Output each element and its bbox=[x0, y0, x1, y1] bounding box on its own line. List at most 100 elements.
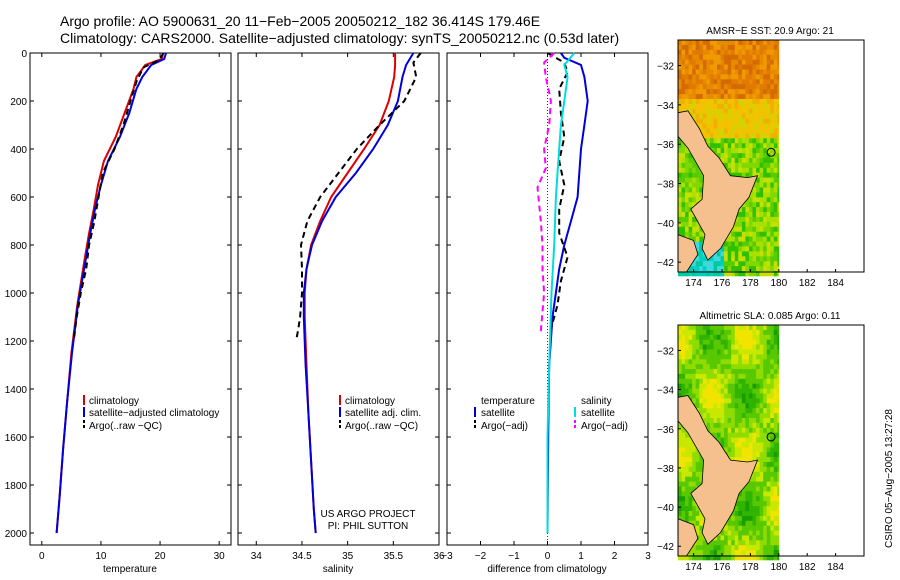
heatmap-cell bbox=[681, 457, 686, 463]
heatmap-cell bbox=[699, 413, 704, 419]
heatmap-cell bbox=[759, 40, 764, 46]
heatmap-cell bbox=[678, 378, 682, 385]
heatmap-cell bbox=[763, 128, 768, 134]
heatmap-cell bbox=[770, 501, 775, 507]
heatmap-cell bbox=[685, 491, 689, 497]
heatmap-cell bbox=[741, 506, 746, 512]
heatmap-cell bbox=[773, 251, 778, 257]
heatmap-cell bbox=[752, 349, 757, 355]
heatmap-cell bbox=[713, 329, 718, 336]
heatmap-cell bbox=[749, 422, 753, 429]
heatmap-cell bbox=[702, 545, 707, 551]
title-line-2: Climatology: CARS2000. Satellite−adjuste… bbox=[60, 30, 620, 46]
heatmap-cell bbox=[756, 49, 760, 56]
heatmap-cell bbox=[752, 427, 757, 434]
heatmap-cell bbox=[741, 413, 746, 419]
sst-map-axes bbox=[677, 39, 865, 273]
heatmap-cell bbox=[709, 79, 714, 85]
heatmap-cell bbox=[720, 143, 725, 149]
map-x-tick-label: 180 bbox=[770, 562, 787, 573]
heatmap-cell bbox=[724, 525, 728, 531]
heatmap-cell bbox=[731, 520, 736, 527]
heatmap-cell bbox=[749, 128, 753, 134]
heatmap-cell bbox=[766, 133, 771, 139]
heatmap-cell bbox=[731, 162, 736, 169]
heatmap-cell bbox=[699, 128, 704, 134]
map-y-tick-label: −42 bbox=[657, 542, 674, 553]
heatmap-cell bbox=[752, 94, 757, 100]
heatmap-cell bbox=[681, 197, 686, 203]
heatmap-cell bbox=[745, 393, 750, 399]
heatmap-cell bbox=[709, 398, 714, 404]
heatmap-cell bbox=[763, 354, 768, 360]
heatmap-cell bbox=[773, 388, 778, 394]
heatmap-cell bbox=[752, 550, 757, 556]
heatmap-cell bbox=[678, 138, 682, 144]
heatmap-cell bbox=[738, 418, 743, 424]
heatmap-cell bbox=[727, 398, 732, 404]
map-x-tick-label: 182 bbox=[799, 278, 816, 289]
heatmap-cell bbox=[749, 525, 753, 531]
heatmap-cell bbox=[759, 94, 764, 100]
heatmap-cell bbox=[727, 89, 732, 95]
heatmap-cell bbox=[770, 535, 775, 541]
heatmap-cell bbox=[766, 172, 771, 178]
heatmap-cell bbox=[777, 221, 780, 228]
heatmap-cell bbox=[685, 462, 689, 468]
heatmap-cell bbox=[731, 236, 736, 242]
series-line-climatology bbox=[303, 53, 397, 534]
heatmap-cell bbox=[681, 447, 686, 453]
heatmap-cell bbox=[678, 388, 682, 394]
heatmap-cell bbox=[770, 354, 775, 360]
heatmap-cell bbox=[763, 261, 768, 267]
heatmap-cell bbox=[773, 501, 778, 507]
heatmap-cell bbox=[770, 408, 775, 414]
heatmap-cell bbox=[777, 148, 780, 154]
heatmap-cell bbox=[759, 103, 764, 110]
heatmap-cell bbox=[770, 515, 775, 522]
heatmap-cell bbox=[681, 491, 686, 497]
heatmap-cell bbox=[777, 49, 780, 56]
heatmap-cell bbox=[699, 266, 704, 272]
heatmap-cell bbox=[756, 354, 760, 360]
heatmap-cell bbox=[734, 216, 739, 223]
heatmap-cell bbox=[688, 496, 693, 502]
heatmap-cell bbox=[773, 64, 778, 70]
heatmap-cell bbox=[741, 59, 746, 65]
heatmap-cell bbox=[752, 197, 757, 203]
heatmap-cell bbox=[727, 388, 732, 394]
heatmap-cell bbox=[756, 427, 760, 434]
heatmap-cell bbox=[745, 54, 750, 60]
heatmap-cell bbox=[702, 540, 707, 546]
heatmap-cell bbox=[727, 153, 732, 159]
heatmap-cell bbox=[756, 59, 760, 65]
heatmap-cell bbox=[695, 94, 700, 100]
heatmap-cell bbox=[688, 182, 693, 188]
heatmap-cell bbox=[717, 148, 721, 154]
x-tick-label: 34 bbox=[251, 551, 263, 562]
heatmap-cell bbox=[727, 162, 732, 169]
heatmap-cell bbox=[738, 378, 743, 385]
heatmap-cell bbox=[681, 49, 686, 56]
heatmap-cell bbox=[759, 261, 764, 267]
heatmap-cell bbox=[681, 271, 686, 277]
heatmap-cell bbox=[720, 64, 725, 70]
heatmap-cell bbox=[745, 442, 750, 448]
heatmap-cell bbox=[777, 177, 780, 183]
heatmap-cell bbox=[706, 408, 711, 414]
heatmap-cell bbox=[713, 418, 718, 424]
heatmap-cell bbox=[731, 69, 736, 75]
heatmap-cell bbox=[685, 99, 689, 105]
heatmap-cell bbox=[695, 364, 700, 370]
heatmap-cell bbox=[727, 437, 732, 443]
heatmap-cell bbox=[770, 325, 775, 331]
heatmap-cell bbox=[777, 427, 780, 434]
heatmap-cell bbox=[734, 94, 739, 100]
heatmap-cell bbox=[756, 256, 760, 262]
heatmap-cell bbox=[706, 89, 711, 95]
heatmap-cell bbox=[770, 89, 775, 95]
heatmap-cell bbox=[695, 271, 700, 277]
heatmap-cell bbox=[752, 515, 757, 522]
heatmap-cell bbox=[738, 530, 743, 536]
heatmap-cell bbox=[731, 369, 736, 375]
